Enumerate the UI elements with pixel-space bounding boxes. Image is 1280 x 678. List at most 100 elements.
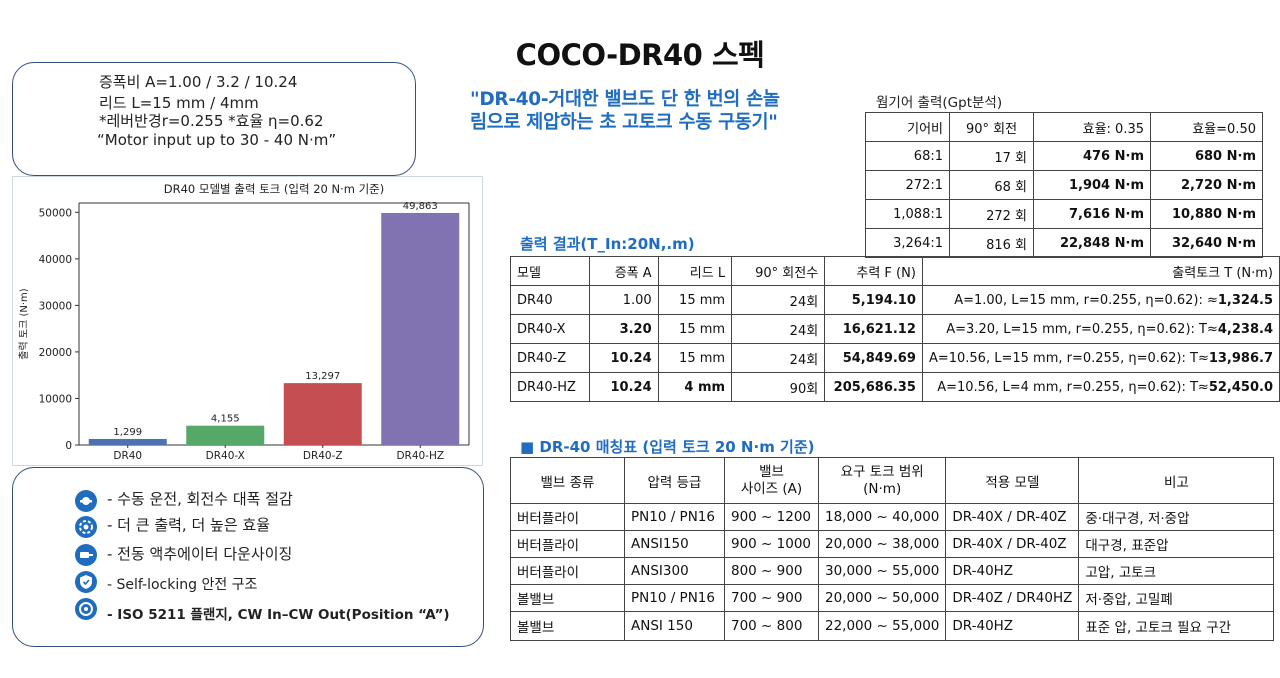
table-row: 버터플라이 PN10 / PN16 900 ~ 1200 18,000 ~ 40…	[510, 503, 1275, 531]
out-cell-turns: 24회	[731, 285, 826, 315]
worm-gear-caption: 웜기어 출력(Gpt분석)	[876, 95, 1003, 111]
match-cell-model: DR-40Z / DR40HZ	[945, 584, 1080, 612]
worm-cell-eff035: 22,848 N·m	[1033, 228, 1151, 258]
worm-header-rotation: 90° 회전	[949, 112, 1034, 142]
chart-x-tick-label: DR40-X	[206, 450, 245, 462]
out-cell-thrust: 205,686.35	[824, 372, 923, 402]
chart-x-tick-label: DR40-HZ	[396, 450, 444, 462]
table-row: 68:1 17 회 476 N·m 680 N·m	[865, 141, 1263, 171]
table-row: DR40-Z 10.24 15 mm 24회 54,849.69 A=10.56…	[509, 343, 1280, 373]
match-header-pressure: 압력 등급	[624, 457, 725, 504]
out-cell-torque: A=1.00, L=15 mm, r=0.255, η=0.62): ≈1,32…	[921, 285, 1280, 315]
table-row: DR40-HZ 10.24 4 mm 90회 205,686.35 A=10.5…	[509, 372, 1280, 402]
out-header-thrust: 추력 F (N)	[824, 256, 923, 286]
match-header-valve-size: 밸브 사이즈 (A)	[724, 457, 819, 504]
out-cell-torque: A=3.20, L=15 mm, r=0.255, η=0.62): T≈4,2…	[921, 314, 1280, 344]
worm-cell-eff035: 1,904 N·m	[1033, 170, 1151, 200]
out-torque-value: 13,986.7	[1208, 350, 1273, 366]
chart-value-label: 49,863	[403, 201, 438, 212]
feature-item: - Self-locking 안전 구조	[107, 577, 258, 593]
out-torque-formula: A=10.56, L=15 mm, r=0.255, η=0.62): T≈	[928, 350, 1209, 366]
feature-item: - 수동 운전, 회전수 대폭 절감	[107, 489, 293, 508]
match-cell-pressure: ANSI150	[624, 530, 725, 558]
match-cell-pressure: ANSI300	[624, 557, 725, 585]
matching-header-row: 밸브 종류 압력 등급 밸브 사이즈 (A) 요구 토크 범위 (N·m) 적용 모…	[510, 457, 1275, 504]
out-cell-amp: 10.24	[589, 372, 659, 402]
chart-y-tick-label: 30000	[39, 300, 72, 312]
hand-icon	[75, 490, 97, 512]
out-cell-thrust: 16,621.12	[824, 314, 923, 344]
spec-line-motor-input: “Motor input up to 30 - 40 N·m”	[97, 131, 337, 149]
chart-y-tick-label: 0	[65, 440, 72, 452]
match-cell-torque: 20,000 ~ 50,000	[817, 584, 947, 612]
table-row: 볼밸브 PN10 / PN16 700 ~ 900 20,000 ~ 50,00…	[510, 584, 1275, 612]
match-cell-valve-type: 버터플라이	[510, 557, 625, 585]
out-header-turns: 90° 회전수	[731, 256, 826, 286]
match-cell-torque: 22,000 ~ 55,000	[817, 611, 947, 641]
spec-line-amplification: 증폭비 A=1.00 / 3.2 / 10.24	[99, 73, 298, 91]
feature-item: - ISO 5211 플랜지, CW In–CW Out(Position “A…	[107, 607, 450, 623]
match-cell-remark: 대구경, 표준압	[1078, 530, 1275, 558]
table-row: 버터플라이 ANSI300 800 ~ 900 30,000 ~ 55,000 …	[510, 557, 1275, 585]
chart-y-tick-label: 10000	[39, 393, 72, 405]
chart-bar	[88, 438, 167, 445]
out-cell-thrust: 5,194.10	[824, 285, 923, 315]
out-cell-model: DR40-X	[509, 314, 591, 344]
worm-header-ratio: 기어비	[865, 112, 950, 142]
match-cell-torque: 18,000 ~ 40,000	[817, 503, 947, 531]
match-header-torque-1: 요구 토크 범위	[840, 463, 924, 480]
table-row: DR40 1.00 15 mm 24회 5,194.10 A=1.00, L=1…	[509, 285, 1280, 315]
out-torque-value: 4,238.4	[1217, 321, 1273, 337]
out-header-lead: 리드 L	[657, 256, 733, 286]
tagline-line-1: "DR-40-거대한 밸브도 단 한 번의 손놀	[470, 89, 780, 110]
torque-bar-chart-panel: DR40 모델별 출력 토크 (입력 20 N·m 기준) 0 10000 20000…	[12, 176, 483, 466]
out-torque-value: 52,450.0	[1208, 379, 1273, 395]
out-cell-amp: 3.20	[589, 314, 659, 344]
worm-cell-ratio: 3,264:1	[865, 228, 950, 258]
match-cell-model: DR-40X / DR-40Z	[945, 503, 1080, 531]
match-cell-remark: 고압, 고토크	[1078, 557, 1275, 585]
match-cell-valve-type: 버터플라이	[510, 530, 625, 558]
worm-cell-turns: 272 회	[949, 199, 1034, 229]
out-torque-formula: A=10.56, L=4 mm, r=0.255, η=0.62): T≈	[937, 379, 1209, 395]
out-cell-lead: 4 mm	[657, 372, 733, 402]
table-row: 272:1 68 회 1,904 N·m 2,720 N·m	[865, 170, 1263, 200]
match-header-valve-type: 밸브 종류	[510, 457, 625, 504]
chart-y-tick-label: 40000	[39, 254, 72, 266]
out-cell-torque: A=10.56, L=15 mm, r=0.255, η=0.62): T≈13…	[921, 343, 1280, 373]
worm-cell-eff035: 7,616 N·m	[1033, 199, 1151, 229]
match-cell-valve-type: 볼밸브	[510, 584, 625, 612]
out-cell-amp: 10.24	[589, 343, 659, 373]
worm-cell-eff050: 32,640 N·m	[1150, 228, 1263, 258]
tagline-line-2: 림으로 제압하는 초 고토크 수동 구동기"	[470, 112, 778, 133]
worm-header-eff050: 효율=0.50	[1150, 112, 1263, 142]
chart-title: DR40 모델별 출력 토크 (입력 20 N·m 기준)	[164, 182, 385, 196]
match-cell-remark: 저·중압, 고밀폐	[1078, 584, 1275, 612]
feature-list-box: - 수동 운전, 회전수 대폭 절감 - 더 큰 출력, 더 높은 효율 - 전…	[12, 467, 484, 647]
tagline: "DR-40-거대한 밸브도 단 한 번의 손놀 림으로 제압하는 초 고토크 …	[470, 88, 780, 134]
match-cell-size: 700 ~ 900	[724, 584, 819, 612]
out-torque-formula: A=1.00, L=15 mm, r=0.255, η=0.62): ≈	[954, 292, 1218, 308]
out-cell-turns: 24회	[731, 343, 826, 373]
chart-x-tick-label: DR40-Z	[303, 450, 343, 462]
shield-icon	[75, 571, 97, 593]
out-cell-thrust: 54,849.69	[824, 343, 923, 373]
out-cell-lead: 15 mm	[657, 314, 733, 344]
match-cell-valve-type: 버터플라이	[510, 503, 625, 531]
worm-cell-eff050: 680 N·m	[1150, 141, 1263, 171]
out-cell-torque: A=10.56, L=4 mm, r=0.255, η=0.62): T≈52,…	[921, 372, 1280, 402]
out-cell-turns: 90회	[731, 372, 826, 402]
chart-bar	[381, 212, 460, 445]
match-cell-model: DR-40X / DR-40Z	[945, 530, 1080, 558]
gear-icon	[75, 516, 97, 538]
worm-cell-ratio: 272:1	[865, 170, 950, 200]
output-result-title: 출력 결과(T_In:20N,.m)	[520, 235, 695, 253]
match-cell-torque: 30,000 ~ 55,000	[817, 557, 947, 585]
match-cell-pressure: PN10 / PN16	[624, 503, 725, 531]
worm-cell-ratio: 68:1	[865, 141, 950, 171]
match-cell-remark: 중·대구경, 저·중압	[1078, 503, 1275, 531]
match-cell-model: DR-40HZ	[945, 611, 1080, 641]
table-row: 1,088:1 272 회 7,616 N·m 10,880 N·m	[865, 199, 1263, 229]
matching-table: 밸브 종류 압력 등급 밸브 사이즈 (A) 요구 토크 범위 (N·m) 적용 모…	[510, 457, 1275, 641]
worm-cell-turns: 816 회	[949, 228, 1034, 258]
